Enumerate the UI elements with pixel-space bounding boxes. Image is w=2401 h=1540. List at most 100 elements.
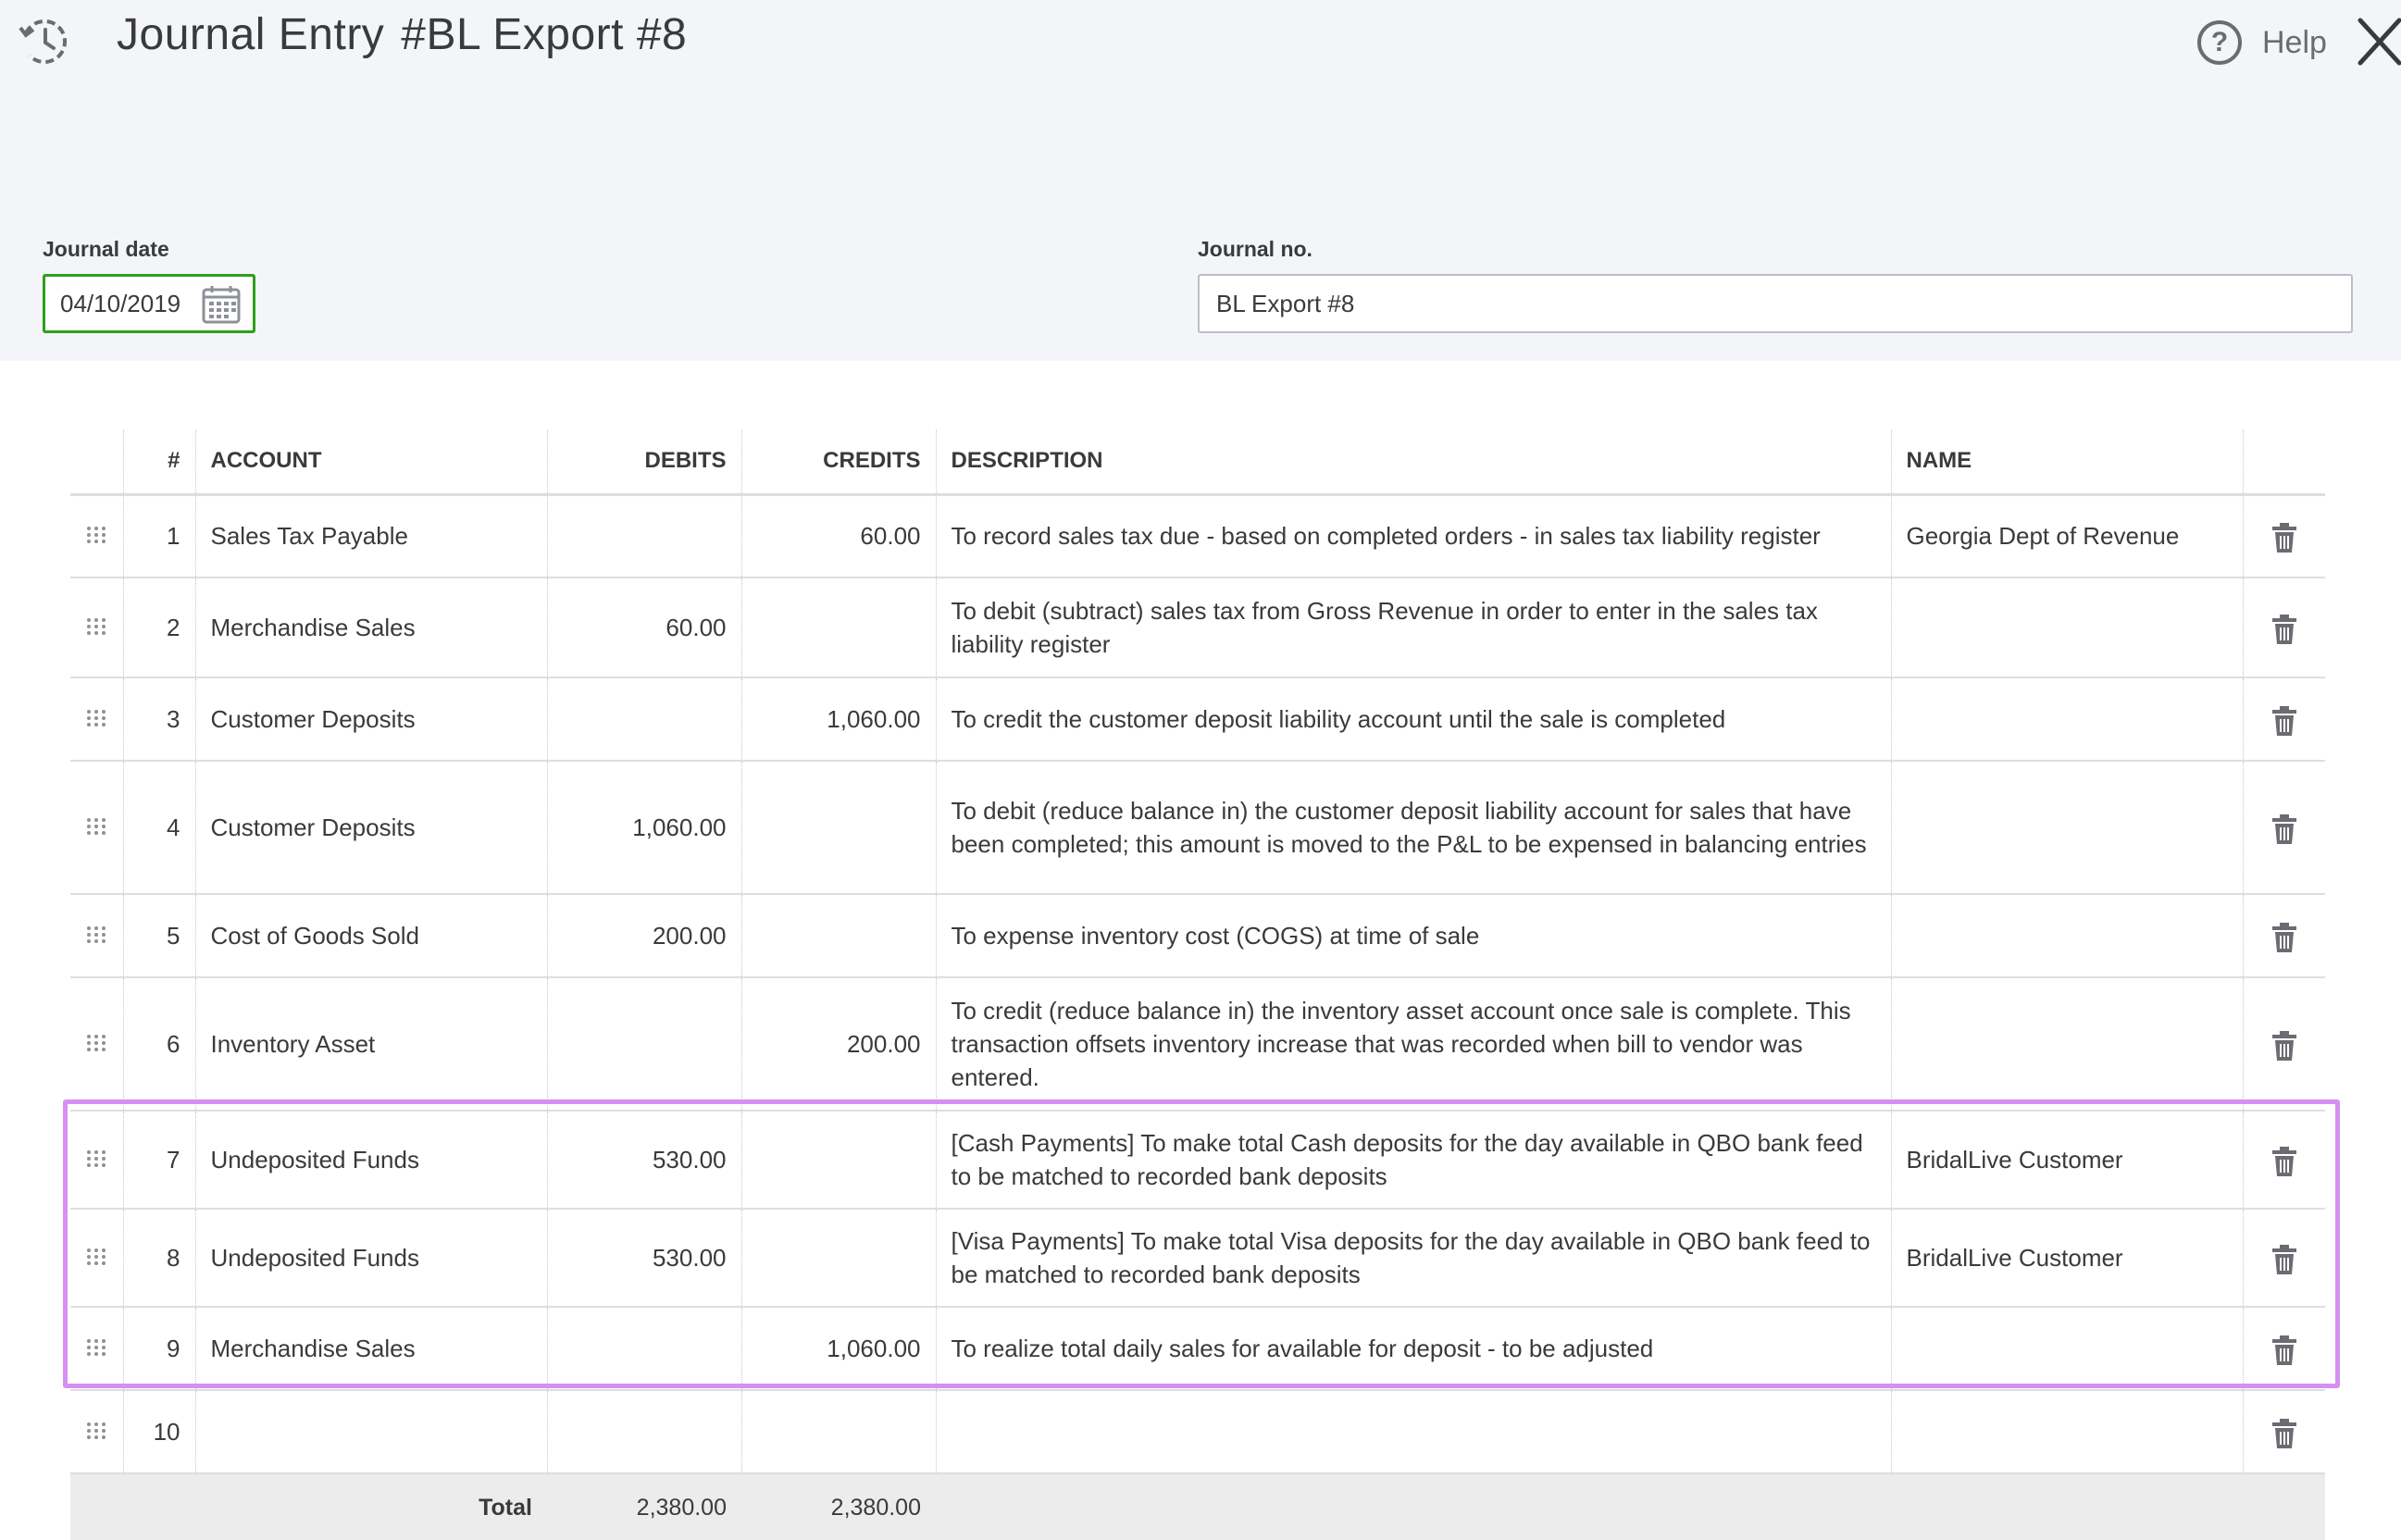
- description-cell[interactable]: To credit (reduce balance in) the invent…: [935, 977, 1891, 1112]
- name-cell[interactable]: [1890, 894, 2243, 978]
- name-cell[interactable]: [1890, 1390, 2243, 1474]
- drag-cell[interactable]: [70, 1209, 123, 1308]
- drag-cell[interactable]: [70, 578, 123, 678]
- debit-cell[interactable]: 530.00: [546, 1209, 741, 1308]
- drag-cell[interactable]: [70, 677, 123, 762]
- delete-line-button[interactable]: [2242, 578, 2325, 678]
- drag-handle-icon[interactable]: [86, 817, 106, 836]
- trash-icon[interactable]: [2271, 522, 2297, 553]
- name-cell[interactable]: [1890, 1307, 2243, 1391]
- drag-handle-icon[interactable]: [86, 925, 106, 944]
- table-row[interactable]: 7 Undeposited Funds 530.00 [Cash Payments] …: [70, 1111, 2325, 1210]
- trash-icon[interactable]: [2271, 1244, 2297, 1275]
- credit-cell[interactable]: [740, 1111, 936, 1210]
- drag-cell[interactable]: [70, 977, 123, 1112]
- drag-handle-icon[interactable]: [86, 1034, 106, 1052]
- table-row[interactable]: 4 Customer Deposits 1,060.00 To debit (redu…: [70, 761, 2325, 895]
- credit-cell[interactable]: 1,060.00: [740, 1307, 936, 1391]
- debit-cell[interactable]: [546, 494, 741, 578]
- drag-cell[interactable]: [70, 1390, 123, 1474]
- debit-cell[interactable]: 60.00: [546, 578, 741, 678]
- journal-date-input[interactable]: 04/10/2019: [43, 274, 255, 333]
- name-cell[interactable]: Georgia Dept of Revenue: [1890, 494, 2243, 578]
- account-cell[interactable]: Undeposited Funds: [194, 1111, 547, 1210]
- account-cell[interactable]: Inventory Asset: [194, 977, 547, 1112]
- drag-handle-icon[interactable]: [86, 709, 106, 727]
- debit-cell[interactable]: 530.00: [546, 1111, 741, 1210]
- delete-line-button[interactable]: [2242, 494, 2325, 578]
- history-icon[interactable]: [17, 13, 72, 68]
- description-cell[interactable]: [935, 1390, 1891, 1474]
- account-cell[interactable]: Undeposited Funds: [194, 1209, 547, 1308]
- credit-cell[interactable]: [740, 894, 936, 978]
- account-cell[interactable]: Customer Deposits: [194, 677, 547, 762]
- description-cell[interactable]: To debit (subtract) sales tax from Gross…: [935, 578, 1891, 678]
- account-cell[interactable]: [194, 1390, 547, 1474]
- delete-line-button[interactable]: [2242, 1209, 2325, 1308]
- table-row[interactable]: 10: [70, 1390, 2325, 1474]
- drag-handle-icon[interactable]: [86, 617, 106, 636]
- trash-icon[interactable]: [2271, 1030, 2297, 1062]
- delete-line-button[interactable]: [2242, 1307, 2325, 1391]
- description-cell[interactable]: To debit (reduce balance in) the custome…: [935, 761, 1891, 895]
- account-cell[interactable]: Customer Deposits: [194, 761, 547, 895]
- drag-cell[interactable]: [70, 894, 123, 978]
- name-cell[interactable]: [1890, 977, 2243, 1112]
- trash-icon[interactable]: [2271, 1335, 2297, 1366]
- table-row[interactable]: 2 Merchandise Sales 60.00 To debit (subtrac…: [70, 578, 2325, 678]
- name-cell[interactable]: [1890, 677, 2243, 762]
- account-cell[interactable]: Sales Tax Payable: [194, 494, 547, 578]
- credit-cell[interactable]: 200.00: [740, 977, 936, 1112]
- credit-cell[interactable]: 60.00: [740, 494, 936, 578]
- table-row[interactable]: 5 Cost of Goods Sold 200.00 To expense inve…: [70, 894, 2325, 978]
- table-row[interactable]: 3 Customer Deposits 1,060.00 To credit the …: [70, 677, 2325, 762]
- delete-line-button[interactable]: [2242, 1390, 2325, 1474]
- table-row[interactable]: 1 Sales Tax Payable 60.00 To record sales t…: [70, 494, 2325, 578]
- calendar-icon[interactable]: [201, 284, 242, 325]
- credit-cell[interactable]: [740, 1209, 936, 1308]
- delete-line-button[interactable]: [2242, 1111, 2325, 1210]
- credit-cell[interactable]: 1,060.00: [740, 677, 936, 762]
- drag-cell[interactable]: [70, 494, 123, 578]
- name-cell[interactable]: BridalLive Customer: [1890, 1111, 2243, 1210]
- description-cell[interactable]: To credit the customer deposit liability…: [935, 677, 1891, 762]
- description-cell[interactable]: To record sales tax due - based on compl…: [935, 494, 1891, 578]
- credit-cell[interactable]: [740, 1390, 936, 1474]
- debit-cell[interactable]: [546, 1307, 741, 1391]
- account-cell[interactable]: Merchandise Sales: [194, 1307, 547, 1391]
- drag-cell[interactable]: [70, 1307, 123, 1391]
- delete-line-button[interactable]: [2242, 761, 2325, 895]
- name-cell[interactable]: [1890, 578, 2243, 678]
- drag-handle-icon[interactable]: [86, 526, 106, 544]
- credit-cell[interactable]: [740, 578, 936, 678]
- trash-icon[interactable]: [2271, 1146, 2297, 1177]
- account-cell[interactable]: Cost of Goods Sold: [194, 894, 547, 978]
- drag-cell[interactable]: [70, 1111, 123, 1210]
- delete-line-button[interactable]: [2242, 677, 2325, 762]
- trash-icon[interactable]: [2271, 922, 2297, 953]
- credit-cell[interactable]: [740, 761, 936, 895]
- debit-cell[interactable]: [546, 1390, 741, 1474]
- trash-icon[interactable]: [2271, 705, 2297, 737]
- delete-line-button[interactable]: [2242, 894, 2325, 978]
- description-cell[interactable]: To expense inventory cost (COGS) at time…: [935, 894, 1891, 978]
- debit-cell[interactable]: 200.00: [546, 894, 741, 978]
- trash-icon[interactable]: [2271, 1418, 2297, 1449]
- help-button[interactable]: ? Help: [2197, 17, 2327, 68]
- debit-cell[interactable]: [546, 977, 741, 1112]
- trash-icon[interactable]: [2271, 813, 2297, 845]
- drag-handle-icon[interactable]: [86, 1149, 106, 1168]
- account-cell[interactable]: Merchandise Sales: [194, 578, 547, 678]
- table-row[interactable]: 6 Inventory Asset 200.00 To credit (reduce …: [70, 977, 2325, 1112]
- table-row[interactable]: 9 Merchandise Sales 1,060.00 To realize tot…: [70, 1307, 2325, 1391]
- table-row[interactable]: 8 Undeposited Funds 530.00 [Visa Payments] …: [70, 1209, 2325, 1308]
- debit-cell[interactable]: [546, 677, 741, 762]
- drag-handle-icon[interactable]: [86, 1248, 106, 1266]
- drag-handle-icon[interactable]: [86, 1338, 106, 1357]
- drag-handle-icon[interactable]: [86, 1422, 106, 1440]
- journal-no-input[interactable]: BL Export #8: [1198, 274, 2353, 333]
- delete-line-button[interactable]: [2242, 977, 2325, 1112]
- close-icon[interactable]: [2357, 17, 2401, 67]
- description-cell[interactable]: [Cash Payments] To make total Cash depos…: [935, 1111, 1891, 1210]
- debit-cell[interactable]: 1,060.00: [546, 761, 741, 895]
